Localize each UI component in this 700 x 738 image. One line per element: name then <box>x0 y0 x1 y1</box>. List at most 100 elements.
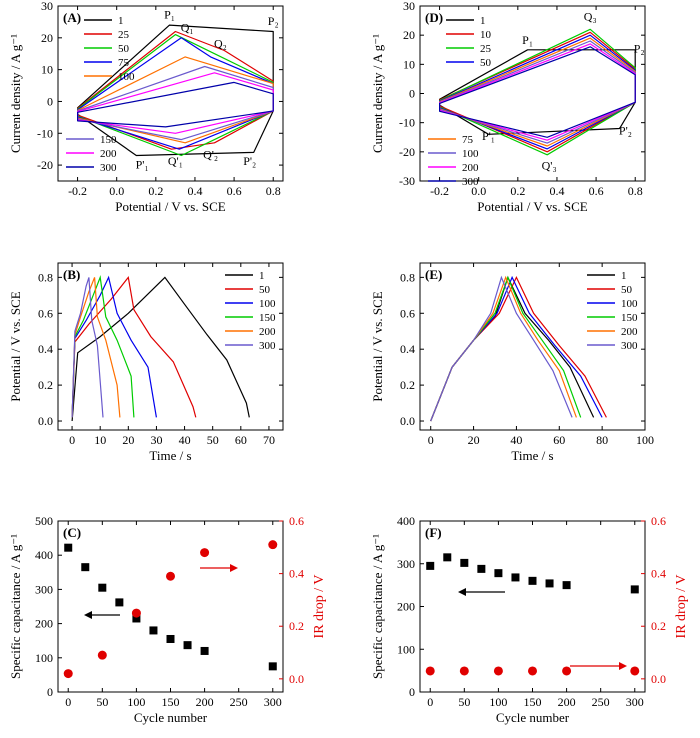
legend-label: 100 <box>259 298 276 310</box>
y-right-tick-label: 0.4 <box>289 567 304 581</box>
y-tick-label: 20 <box>403 28 415 42</box>
y-tick-label: 100 <box>397 642 415 656</box>
arrow-head <box>619 662 627 670</box>
peak-annotation: P₂ <box>268 14 279 28</box>
y-tick-label: 200 <box>35 617 53 631</box>
y-tick-label: 400 <box>397 514 415 528</box>
x-tick-label: 0 <box>69 433 75 447</box>
y-tick-label: 0.0 <box>400 414 415 428</box>
x-tick-label: 30 <box>150 433 162 447</box>
y-tick-label: 0.0 <box>38 414 53 428</box>
y-tick-label: 10 <box>41 63 53 77</box>
y-tick-label: 0.4 <box>400 342 415 356</box>
x-tick-label: 60 <box>235 433 247 447</box>
data-point <box>494 569 503 578</box>
series-50 <box>71 275 197 418</box>
data-point <box>183 641 192 650</box>
series-25 <box>77 30 274 150</box>
y-axis-label: Potential / V vs. SCE <box>8 291 23 401</box>
data-point <box>477 564 486 573</box>
x-tick-label: 0.6 <box>227 184 242 198</box>
x-axis-label: Cycle number <box>134 710 208 725</box>
arrow-head <box>458 588 466 596</box>
x-tick-label: 60 <box>553 433 565 447</box>
plot-frame <box>57 5 284 182</box>
y-tick-label: -10 <box>37 126 53 140</box>
y-tick-label: 0.8 <box>400 270 415 284</box>
peak-annotation: Q'₃ <box>542 158 557 172</box>
series-capacitance <box>426 553 639 594</box>
y-tick-label: 10 <box>403 57 415 71</box>
plot-frame <box>419 262 646 431</box>
panel-d: -0.2 0.0 0.2 0.4 0.6 0.8 -30 -20 -10 0 10 20 30 Poten… <box>370 0 646 214</box>
peak-annotation: Q₃ <box>584 10 597 24</box>
data-point <box>460 558 469 567</box>
data-point <box>426 561 435 570</box>
peak-annotation: P'₂ <box>243 154 256 168</box>
x-tick-label: 50 <box>96 695 108 709</box>
panel-label: (F) <box>425 525 442 540</box>
peak-annotation: Q'₁ <box>168 154 183 168</box>
data-point <box>166 571 175 581</box>
x-tick-label: 50 <box>207 433 219 447</box>
x-tick-label: -0.2 <box>68 184 87 198</box>
legend-label: 300 <box>621 340 638 352</box>
y-tick-label: -10 <box>399 116 415 130</box>
x-tick-label: 300 <box>264 695 282 709</box>
x-tick-label: 80 <box>596 433 608 447</box>
y-right-axis-label: IR drop / V <box>312 575 327 639</box>
legend-label: 150 <box>100 134 117 146</box>
x-tick-label: 0 <box>428 433 434 447</box>
plot-frame <box>57 262 284 431</box>
x-tick-label: 100 <box>636 433 654 447</box>
legend-label: 1 <box>480 15 486 27</box>
y-tick-label: 20 <box>41 31 53 45</box>
x-tick-label: 250 <box>592 695 610 709</box>
data-point <box>132 614 141 623</box>
series-line <box>430 275 595 422</box>
y-tick-label: 500 <box>35 514 53 528</box>
x-tick-label: 0.2 <box>148 184 163 198</box>
arrow-head <box>230 564 238 572</box>
series-300 <box>77 81 274 128</box>
x-tick-label: 200 <box>558 695 576 709</box>
series-loop <box>439 46 636 138</box>
legend-label: 1 <box>259 270 265 282</box>
data-point <box>149 626 158 635</box>
y-tick-label: 0 <box>47 94 53 108</box>
data-point <box>493 666 503 676</box>
legend-label: 300 <box>100 162 117 174</box>
panel-label: (E) <box>425 267 442 282</box>
panel-c: 0 50 100 150 200 250 300 0 100 200 300 400 500 0.0 0.2… <box>8 514 327 725</box>
peak-annotation: P'₂ <box>619 123 632 137</box>
data-point <box>81 563 90 572</box>
data-point <box>459 666 469 676</box>
series-IR-drop <box>63 540 278 679</box>
y-axis-label: Specific capacitance / A g⁻¹ <box>370 534 385 679</box>
series-line <box>71 277 121 418</box>
legend-label: 100 <box>462 148 479 160</box>
y-right-tick-label: 0.6 <box>651 514 666 528</box>
x-tick-label: 0.0 <box>109 184 124 198</box>
x-tick-label: 0.6 <box>589 184 604 198</box>
data-point <box>97 650 107 660</box>
x-tick-label: 10 <box>94 433 106 447</box>
data-point <box>545 579 554 588</box>
data-point <box>98 583 107 592</box>
x-tick-label: 20 <box>122 433 134 447</box>
legend-label: 200 <box>462 162 479 174</box>
legend-label: 150 <box>621 312 638 324</box>
legend-label: 75 <box>462 134 474 146</box>
y-axis-label: Potential / V vs. SCE <box>370 291 385 401</box>
y-axis-label: Specific capacitance / A g⁻¹ <box>8 534 23 679</box>
x-axis-label: Time / s <box>511 448 553 463</box>
x-axis-label: Time / s <box>149 448 191 463</box>
y-tick-label: 0 <box>47 685 53 699</box>
x-axis-label: Cycle number <box>496 710 570 725</box>
panel-b: 0 10 20 30 40 50 60 70 0.0 0.2 0.4 0.6 0.8 Time / s Po… <box>8 262 284 463</box>
series-line <box>71 276 250 422</box>
panel-f: 0 50 100 150 200 250 300 0 100 200 300 400 0.0 0.2 0.4… <box>370 514 689 725</box>
legend-label: 50 <box>259 284 271 296</box>
y-tick-label: 300 <box>35 582 53 596</box>
y-right-tick-label: 0.0 <box>289 672 304 686</box>
